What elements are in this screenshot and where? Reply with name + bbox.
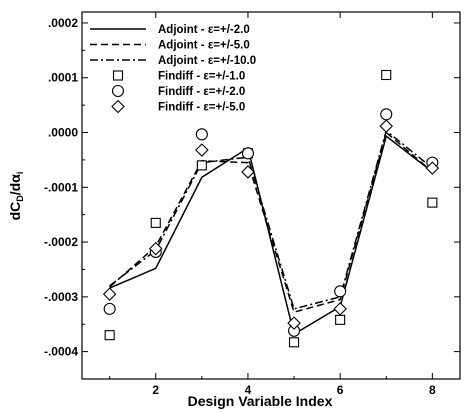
data-point-diamond [102,287,117,301]
data-point-square [288,337,300,348]
data-point-circle [103,302,116,315]
data-point-square [104,330,115,341]
y-tick-label: -.0001 [44,180,78,194]
data-point-diamond [333,302,347,316]
data-point-diamond [287,316,301,330]
legend: Adjoint - ε=+/-2.0 Adjoint - ε=+/-5.0 Adjo… [90,24,256,114]
legend-label: Adjoint - ε=+/-10.0 [158,55,256,67]
x-tick-label: 2 [152,383,159,397]
data-point-square [381,69,392,81]
x-tick-label: 6 [337,383,344,397]
y-tick-label: .0001 [48,71,78,85]
data-point-square [150,217,161,228]
legend-marker-sample [111,99,125,114]
y-axis: .0002 .0001 .0000 -.0001 -.0002 -.0003 -.0004 [44,16,460,359]
data-point-circle [334,285,347,298]
series-lines [109,129,433,336]
data-point-diamond [241,165,255,179]
data-point-square [427,197,438,208]
data-point-square [196,160,207,171]
series-line-0 [109,134,433,336]
legend-label: Findiff - ε=+/-1.0 [158,71,245,83]
x-axis-title: Design Variable Index [188,393,333,409]
legend-label: Adjoint - ε=+/-2.0 [158,24,250,36]
x-tick-label: 4 [245,383,252,397]
series-markers [102,69,440,348]
x-axis: 2 4 6 8 [109,12,436,397]
data-point-diamond [425,161,440,175]
y-tick-label: -.0003 [44,290,78,304]
data-point-diamond [379,119,394,133]
data-point-circle [241,147,255,160]
x-tick-label: 8 [429,383,436,397]
legend-marker-sample [111,84,125,98]
data-point-circle [380,108,393,121]
y-tick-label: -.0004 [44,345,78,359]
data-point-diamond [148,241,163,256]
data-point-square [335,314,346,325]
plot-frame [81,11,461,380]
data-point-diamond [195,143,209,157]
legend-label: Adjoint - ε=+/-5.0 [158,40,250,52]
data-point-circle [195,128,208,141]
y-axis-title: dCD/dαi [7,172,25,221]
y-tick-label: .0000 [48,126,78,140]
legend-marker-sample [112,70,124,81]
legend-label: Findiff - ε=+/-5.0 [158,102,245,114]
y-tick-label: .0002 [48,16,78,30]
y-tick-label: -.0002 [44,235,78,249]
svg-text:dCD/dαi: dCD/dαi [7,172,25,221]
legend-label: Findiff - ε=+/-2.0 [158,86,245,98]
